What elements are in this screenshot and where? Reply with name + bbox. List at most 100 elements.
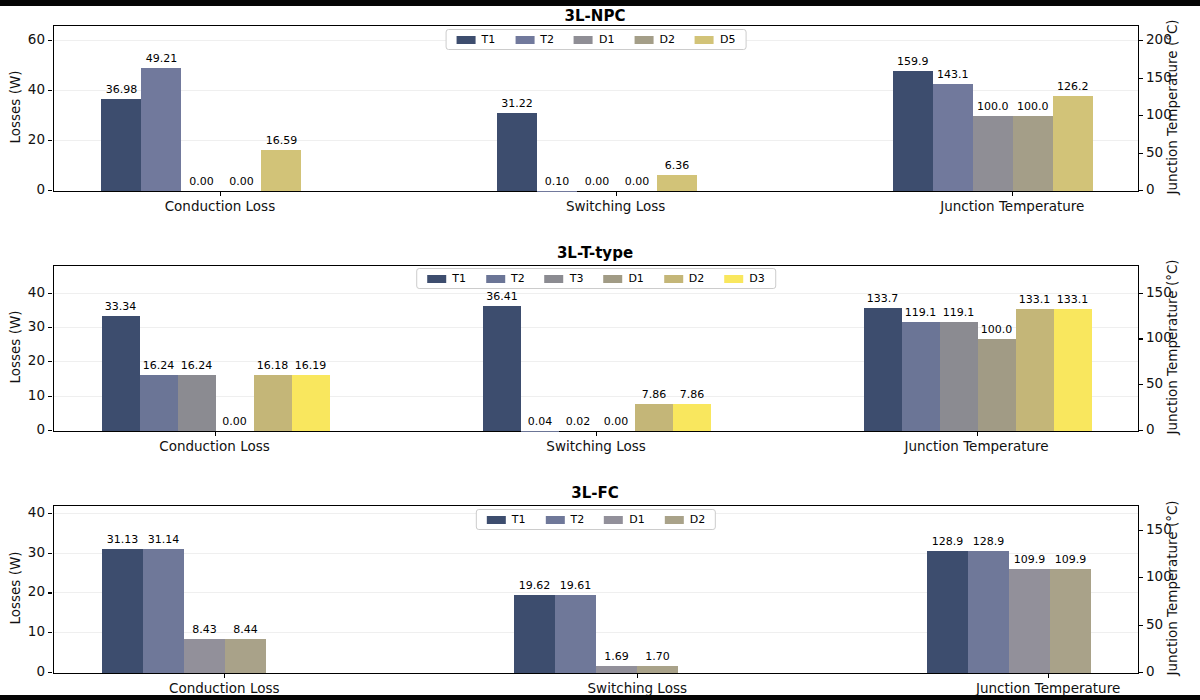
bar-t1-2 (927, 551, 968, 673)
y-tick-mark-left (48, 553, 52, 554)
y-tick-label-left: 30 (0, 546, 45, 560)
legend-item-d1: D1 (603, 272, 643, 285)
y-tick-label-left: 30 (0, 320, 45, 334)
legend-label: T2 (540, 33, 554, 46)
bar-value-label: 109.9 (1055, 554, 1087, 565)
legend-swatch-d2 (664, 275, 683, 283)
bar-value-label: 19.62 (519, 580, 551, 591)
bar-d5-0 (261, 150, 301, 191)
plot-area: 36.9849.210.000.0016.5931.220.100.000.00… (53, 25, 1139, 192)
bar-d1-1 (596, 666, 637, 673)
bar-t2-0 (143, 549, 184, 673)
y-tick-label-right: 150 (1146, 71, 1172, 85)
y-tick-mark-right (1139, 672, 1143, 673)
y-tick-label-left: 0 (0, 423, 45, 437)
bar-t1-2 (864, 308, 902, 431)
y-tick-mark-left (48, 40, 52, 41)
y-tick-mark-left (48, 140, 52, 141)
y-tick-label-right: 100 (1146, 332, 1172, 346)
legend-label: T1 (482, 33, 496, 46)
y-tick-mark-left (48, 592, 52, 593)
bar-t2-2 (968, 551, 1009, 673)
bar-value-label: 0.04 (528, 416, 553, 427)
legend-label: D1 (599, 33, 614, 46)
gridline (54, 293, 1138, 294)
legend-label: T1 (452, 272, 466, 285)
legend-swatch-d5 (695, 36, 714, 44)
plot-area: 33.3416.2416.240.0016.1816.1936.410.040.… (53, 265, 1139, 432)
bar-value-label: 8.44 (233, 624, 258, 635)
bar-value-label: 16.18 (257, 360, 289, 371)
bar-value-label: 100.0 (1017, 101, 1049, 112)
y-tick-label-right: 0 (1146, 183, 1155, 197)
x-tick-mark (1048, 674, 1049, 678)
y-tick-label-left: 60 (0, 33, 45, 47)
x-tick-mark (637, 674, 638, 678)
x-tick-mark (224, 674, 225, 678)
bar-value-label: 128.9 (973, 536, 1005, 547)
bar-value-label: 143.1 (937, 69, 969, 80)
x-tick-mark (616, 192, 617, 196)
bar-value-label: 119.1 (905, 307, 937, 318)
y-tick-mark-left (48, 327, 52, 328)
legend: T1T2D1D2D5 (446, 29, 747, 50)
y-tick-mark-left (48, 361, 52, 362)
bar-d3-0 (292, 375, 330, 431)
y-tick-mark-right (1139, 625, 1143, 626)
bar-value-label: 100.0 (981, 324, 1013, 335)
y-tick-label-left: 0 (0, 665, 45, 679)
bar-t2-2 (902, 322, 940, 431)
bar-t1-1 (497, 113, 537, 191)
legend-label: D2 (690, 513, 705, 526)
bar-value-label: 126.2 (1057, 81, 1089, 92)
y-tick-label-left: 40 (0, 286, 45, 300)
bar-value-label: 0.00 (604, 416, 629, 427)
y-tick-label-left: 0 (0, 183, 45, 197)
chart-3l-fc: 3L-FC Losses (W) Junction Temperature (°… (0, 480, 1200, 700)
y-tick-label-left: 20 (0, 133, 45, 147)
y-tick-mark-right (1139, 153, 1143, 154)
bar-t2-0 (141, 68, 181, 191)
chart-title: 3L-T-type (557, 244, 633, 262)
y-tick-label-right: 50 (1146, 377, 1163, 391)
bar-value-label: 0.00 (625, 176, 650, 187)
legend-item-d1: D1 (574, 33, 614, 46)
bar-value-label: 0.00 (585, 176, 610, 187)
bar-d2-1 (635, 404, 673, 431)
x-tick-mark (220, 192, 221, 196)
legend-item-d5: D5 (695, 33, 735, 46)
bar-value-label: 31.14 (148, 534, 180, 545)
bar-d1-2 (1009, 569, 1050, 673)
legend-item-t1: T1 (487, 513, 526, 526)
chart-3l-npc: 3L-NPC Losses (W) Junction Temperature (… (0, 0, 1200, 240)
bar-t1-1 (483, 306, 521, 431)
y-tick-mark-right (1139, 40, 1143, 41)
y-tick-mark-right (1139, 78, 1143, 79)
bar-d3-1 (673, 404, 711, 431)
x-tick-mark (1012, 192, 1013, 196)
legend-swatch-d2 (665, 516, 684, 524)
legend-item-d2: D2 (665, 513, 705, 526)
x-tick-label: Conduction Loss (159, 438, 270, 454)
y-tick-label-right: 200 (1146, 33, 1172, 47)
bar-value-label: 133.1 (1057, 294, 1089, 305)
y-tick-label-right: 0 (1146, 423, 1155, 437)
legend-item-d3: D3 (724, 272, 764, 285)
y-tick-mark-left (48, 672, 52, 673)
bar-value-label: 19.61 (560, 580, 592, 591)
bar-value-label: 16.19 (295, 360, 327, 371)
letterbox-bottom (0, 695, 1200, 700)
bar-value-label: 133.7 (867, 293, 899, 304)
x-tick-label: Conduction Loss (165, 198, 276, 214)
bar-value-label: 0.00 (229, 176, 254, 187)
y-tick-mark-right (1139, 115, 1143, 116)
y-tick-mark-right (1139, 577, 1143, 578)
legend-item-t2: T2 (515, 33, 554, 46)
legend-label: D1 (628, 272, 643, 285)
bar-value-label: 7.86 (680, 389, 705, 400)
y-tick-mark-left (48, 293, 52, 294)
bar-d5-1 (657, 175, 697, 191)
legend-label: T1 (512, 513, 526, 526)
legend-swatch-t2 (546, 516, 565, 524)
legend-swatch-t2 (515, 36, 534, 44)
